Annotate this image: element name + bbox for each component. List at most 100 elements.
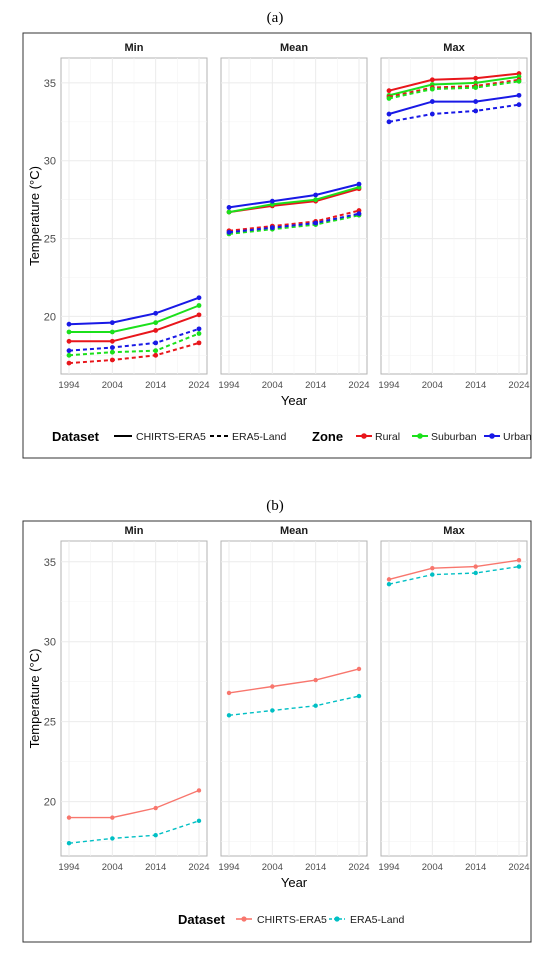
series-line-rural-era5-land-mean — [228, 209, 360, 232]
x-tick-label: 1994 — [378, 862, 399, 873]
data-point-urban-chirts-era5-max — [516, 92, 522, 98]
data-point-urban-era5-land-min — [153, 340, 159, 346]
data-point-suburban-chirts-era5-mean — [313, 197, 319, 203]
x-tick-label: 2024 — [508, 380, 529, 391]
data-point-suburban-chirts-era5-mean — [226, 209, 232, 215]
data-point-era5-land-max — [430, 572, 435, 577]
data-point-suburban-chirts-era5-min — [153, 320, 159, 326]
series-line-rural-chirts-era5-max — [388, 72, 520, 92]
series-line-urban-chirts-era5-min — [68, 296, 200, 326]
legend-item-era5-land: ERA5-Land — [232, 431, 286, 443]
series-line-chirts-era5-mean — [228, 668, 360, 694]
series-line-rural-chirts-era5-min — [69, 313, 200, 343]
y-tick-label: 20 — [44, 311, 56, 323]
data-point-suburban-era5-land-min — [66, 352, 72, 358]
facet-strip-mean: Mean — [280, 525, 308, 537]
data-point-rural-era5-land-min — [66, 360, 72, 366]
data-point-rural-chirts-era5-max — [386, 88, 392, 94]
data-point-era5-land-min — [110, 836, 115, 841]
data-point-suburban-era5-land-min — [153, 348, 159, 354]
series-line-suburban-chirts-era5-min — [69, 304, 200, 333]
data-point-chirts-era5-min — [110, 815, 115, 820]
data-point-rural-chirts-era5-min — [153, 328, 159, 333]
data-point-era5-land-mean — [226, 713, 232, 718]
data-point-chirts-era5-max — [473, 564, 478, 569]
series-line-era5-land-max — [388, 565, 520, 585]
panel-b-chart: 1994 2004 2014 2024 Min 1994 2004 2014 2024 Mean 1… — [27, 525, 530, 927]
data-point-era5-land-mean — [356, 693, 362, 699]
data-point-era5-land-min — [153, 833, 158, 838]
data-point-suburban-era5-land-min — [109, 349, 115, 355]
data-point-urban-chirts-era5-max — [429, 99, 435, 104]
data-point-rural-chirts-era5-max — [473, 75, 479, 81]
panel-a-chart: 1994 2004 2014 2024 Min 1994 2004 2014 2024 Mean 1… — [27, 42, 532, 444]
data-point-urban-chirts-era5-mean — [226, 205, 232, 210]
data-point-chirts-era5-mean — [226, 690, 232, 696]
data-point-urban-chirts-era5-mean — [269, 198, 275, 204]
x-tick-label: 1994 — [58, 380, 79, 391]
data-point-urban-era5-land-mean — [226, 229, 232, 235]
data-point-suburban-era5-land-max — [516, 78, 522, 84]
x-tick-label: 2024 — [348, 862, 369, 873]
x-tick-label: 2004 — [422, 862, 443, 873]
legend-item-chirts-era5: CHIRTS-ERA5 — [257, 914, 327, 926]
data-point-urban-chirts-era5-min — [109, 320, 115, 326]
data-point-suburban-chirts-era5-min — [66, 329, 72, 335]
series-line-suburban-era5-land-min — [68, 332, 200, 357]
x-tick-label: 2004 — [422, 380, 443, 391]
legend-key-point-rural — [361, 433, 367, 439]
y-tick-label: 25 — [44, 234, 56, 246]
y-axis-title: Temperature (°C) — [27, 649, 42, 749]
x-tick-label: 1994 — [218, 862, 239, 873]
series-line-urban-era5-land-min — [68, 327, 200, 352]
series-line-urban-era5-land-mean — [228, 212, 360, 234]
legend-item-suburban: Suburban — [431, 431, 477, 443]
data-point-urban-chirts-era5-min — [66, 321, 72, 327]
data-point-urban-chirts-era5-mean — [356, 181, 362, 187]
x-tick-label: 2014 — [145, 862, 166, 873]
data-point-suburban-era5-land-max — [386, 96, 392, 101]
series-line-rural-era5-land-max — [388, 78, 520, 98]
data-point-urban-era5-land-min — [196, 326, 202, 332]
series-line-rural-era5-land-min — [68, 341, 200, 365]
y-tick-label: 35 — [44, 557, 56, 569]
data-point-suburban-chirts-era5-min — [196, 303, 202, 308]
data-point-chirts-era5-min — [66, 815, 72, 820]
data-point-era5-land-min — [196, 818, 202, 824]
legend-key-point-era5-land — [334, 916, 340, 922]
data-point-urban-chirts-era5-min — [196, 295, 202, 301]
data-point-chirts-era5-max — [516, 557, 522, 563]
series-line-era5-land-min — [68, 820, 200, 844]
x-tick-label: 1994 — [378, 380, 399, 391]
data-point-urban-chirts-era5-mean — [313, 192, 319, 198]
data-point-era5-land-max — [386, 581, 392, 587]
data-point-rural-era5-land-min — [109, 357, 115, 363]
data-point-suburban-era5-land-min — [196, 331, 202, 336]
x-tick-label: 2004 — [102, 862, 123, 873]
data-point-rural-era5-land-min — [153, 352, 159, 358]
x-tick-label: 2004 — [262, 862, 283, 873]
y-tick-label: 20 — [44, 797, 56, 809]
facet-strip-max: Max — [443, 42, 465, 54]
y-tick-label: 35 — [44, 78, 56, 90]
x-tick-label: 2024 — [508, 862, 529, 873]
data-point-suburban-era5-land-max — [429, 86, 435, 92]
legend-title-zone: Zone — [312, 429, 343, 444]
x-tick-label: 2024 — [188, 380, 209, 391]
data-point-urban-era5-land-mean — [356, 211, 362, 217]
data-point-urban-era5-land-max — [429, 111, 435, 117]
panel-b-label: (b) — [266, 498, 284, 514]
x-tick-label: 2014 — [305, 380, 326, 391]
data-point-rural-chirts-era5-max — [429, 77, 435, 83]
facet-strip-mean: Mean — [280, 42, 308, 54]
series-line-chirts-era5-max — [388, 559, 520, 581]
data-point-urban-chirts-era5-max — [473, 99, 479, 104]
data-point-urban-era5-land-max — [516, 102, 522, 108]
legend-key-point-urban — [489, 433, 495, 439]
facet-strip-min: Min — [125, 42, 144, 54]
panel-a-label: (a) — [267, 10, 284, 26]
data-point-chirts-era5-mean — [270, 684, 275, 689]
x-tick-label: 2004 — [102, 380, 123, 391]
y-tick-label: 30 — [44, 637, 56, 649]
legend-item-rural: Rural — [375, 431, 400, 443]
